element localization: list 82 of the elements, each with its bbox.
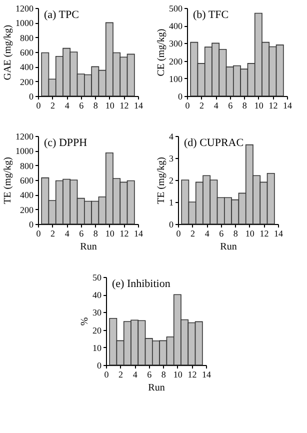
y-tick-label: 4: [169, 132, 174, 142]
y-tick-label: 400: [169, 21, 183, 32]
x-tick-label: 10: [254, 100, 264, 110]
y-tick-label: 2: [169, 176, 174, 186]
x-tick-label: 6: [219, 228, 224, 238]
x-tick-label: 4: [204, 228, 210, 238]
y-tick-label: 800: [20, 32, 34, 43]
y-tick-label: 0: [169, 220, 174, 230]
x-tick-label: 14: [134, 228, 144, 238]
x-tick-label: 14: [274, 228, 284, 238]
x-tick-label: 4: [64, 100, 70, 110]
y-axis-title: %: [80, 317, 90, 326]
y-tick-label: 600: [20, 176, 34, 186]
y-tick-label: 10: [92, 342, 102, 353]
y-tick-label: 300: [169, 38, 183, 49]
y-axis-title: TE (mg/kg): [2, 157, 14, 204]
y-tick-label: 600: [20, 48, 34, 58]
y-tick-label: 200: [20, 76, 34, 87]
y-tick-label: 0: [178, 92, 183, 102]
x-tick-label: 12: [188, 370, 197, 380]
y-axis-title: TE (mg/kg): [156, 157, 167, 204]
chart-title: (c) DPPH: [44, 137, 88, 149]
x-tick-label: 0: [36, 228, 42, 238]
y-tick-label: 800: [20, 160, 34, 171]
y-tick-label: 100: [169, 74, 183, 84]
x-tick-label: 8: [161, 370, 166, 380]
x-tick-label: 2: [190, 228, 196, 238]
x-tick-label: 12: [268, 100, 278, 110]
x-tick-label: 14: [283, 100, 292, 110]
x-tick-label: 0: [36, 100, 42, 110]
y-tick-label: 3: [169, 154, 174, 164]
x-tick-label: 12: [260, 228, 269, 238]
x-axis-title: Run: [80, 242, 97, 252]
chart-title: (e) Inhibition: [112, 278, 171, 290]
x-tick-label: 0: [185, 100, 190, 110]
y-tick-label: 1200: [16, 4, 34, 14]
x-tick-label: 0: [104, 370, 110, 380]
y-tick-label: 500: [169, 4, 183, 14]
x-tick-label: 2: [50, 228, 56, 238]
x-tick-label: 12: [120, 228, 129, 238]
x-tick-label: 4: [64, 228, 70, 238]
x-tick-label: 10: [105, 228, 115, 238]
x-tick-label: 6: [147, 370, 152, 380]
x-tick-label: 8: [93, 228, 98, 238]
y-axis-title: GAE (mg/kg): [2, 24, 14, 80]
y-tick-label: 0: [97, 360, 102, 370]
x-tick-label: 2: [50, 100, 56, 110]
y-tick-label: 0: [29, 220, 34, 230]
x-tick-label: 14: [202, 370, 212, 380]
x-axis-title: Run: [148, 382, 165, 394]
x-tick-label: 10: [245, 228, 255, 238]
x-tick-label: 12: [120, 100, 129, 110]
y-tick-label: 1000: [16, 146, 34, 156]
x-tick-label: 4: [132, 370, 138, 380]
x-axis-title: Run: [220, 242, 237, 252]
y-tick-label: 200: [20, 204, 34, 215]
x-tick-label: 6: [228, 100, 234, 110]
x-tick-label: 8: [93, 100, 98, 110]
x-tick-label: 6: [79, 100, 84, 110]
chart-title: (b) TFC: [193, 9, 229, 21]
y-axis-title: CE (mg/kg): [156, 28, 167, 76]
x-tick-label: 2: [200, 100, 204, 110]
y-tick-label: 200: [169, 56, 183, 66]
x-tick-label: 10: [105, 100, 115, 110]
y-tick-label: 40: [92, 290, 102, 300]
y-tick-label: 1200: [16, 132, 34, 142]
x-tick-label: 2: [118, 370, 124, 380]
x-tick-label: 6: [79, 228, 84, 238]
x-tick-label: 14: [134, 100, 144, 110]
y-tick-label: 1: [169, 198, 174, 208]
y-tick-label: 1000: [16, 18, 34, 28]
chart-title: (d) CUPRAC: [184, 137, 244, 149]
y-tick-label: 400: [20, 190, 34, 200]
x-tick-label: 8: [242, 100, 248, 110]
y-tick-label: 30: [92, 308, 102, 318]
x-tick-label: 4: [214, 100, 219, 110]
y-tick-label: 20: [92, 325, 102, 336]
y-tick-label: 50: [92, 272, 102, 282]
y-tick-label: 0: [29, 92, 34, 102]
y-tick-label: 400: [20, 62, 34, 72]
x-tick-label: 8: [233, 228, 238, 238]
chart-title: (a) TPC: [44, 9, 79, 21]
